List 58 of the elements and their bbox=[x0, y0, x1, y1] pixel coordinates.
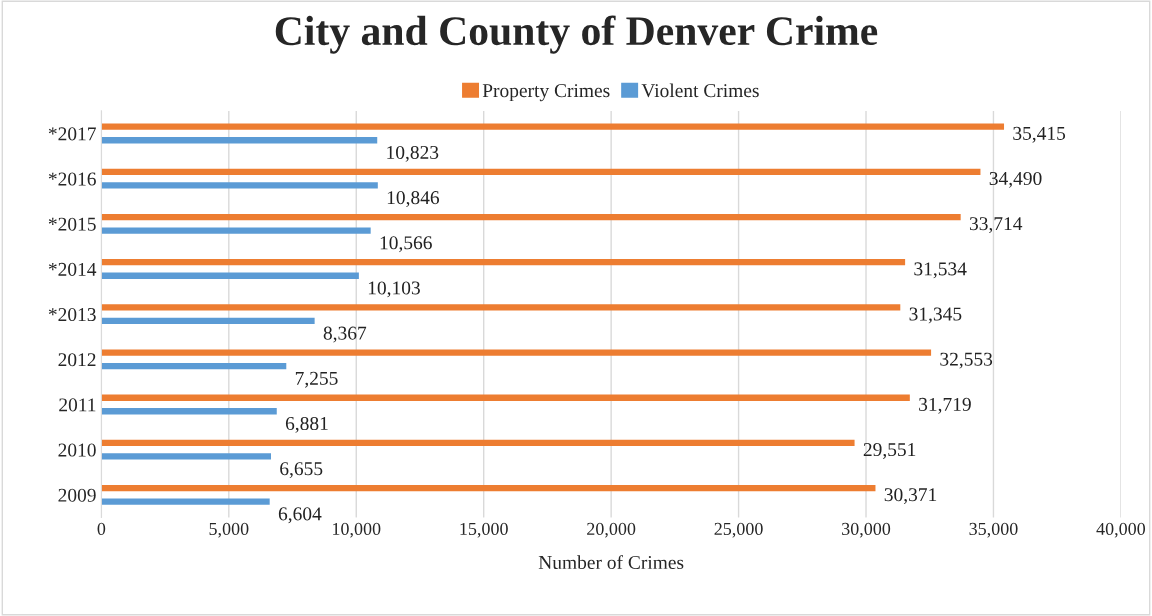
data-label: 33,714 bbox=[969, 217, 1023, 234]
bar bbox=[101, 213, 961, 221]
data-label: 10,846 bbox=[387, 191, 440, 207]
data-label: 35,415 bbox=[1013, 126, 1066, 143]
data-label: 6,881 bbox=[285, 416, 328, 433]
x-tick-label: 0 bbox=[97, 522, 106, 536]
bar bbox=[101, 484, 876, 492]
bar bbox=[101, 317, 315, 325]
y-tick-label: 2010 bbox=[58, 443, 96, 457]
y-tick-label: 2012 bbox=[58, 353, 96, 367]
x-tick-label: 20,000 bbox=[587, 522, 636, 538]
bar bbox=[101, 394, 910, 401]
y-tick-label: *2015 bbox=[48, 217, 96, 231]
bar bbox=[101, 182, 378, 189]
x-axis-title: Number of Crimes bbox=[538, 555, 684, 570]
bar bbox=[101, 272, 359, 279]
bar bbox=[101, 227, 371, 234]
legend-label: Violent Crimes bbox=[641, 83, 759, 98]
data-label: 29,551 bbox=[863, 443, 916, 459]
data-label: 10,823 bbox=[387, 145, 439, 162]
chart-title: City and County of Denver Crime bbox=[275, 15, 878, 54]
bar bbox=[101, 137, 378, 144]
legend-label: Property Crimes bbox=[482, 84, 610, 102]
y-tick-label: *2013 bbox=[48, 307, 96, 322]
data-label: 8,367 bbox=[323, 326, 367, 343]
bar bbox=[101, 498, 270, 505]
x-tick-label: 25,000 bbox=[714, 522, 763, 538]
data-label: 34,490 bbox=[989, 171, 1042, 188]
data-label: 31,345 bbox=[909, 307, 962, 324]
data-label: 31,719 bbox=[919, 397, 971, 414]
bar bbox=[101, 123, 1005, 130]
x-tick-label: 40,000 bbox=[1096, 522, 1146, 538]
y-tick-label: *2014 bbox=[48, 262, 97, 276]
bar bbox=[101, 349, 932, 356]
x-tick-label: 10,000 bbox=[333, 522, 381, 538]
x-tick-label: 15,000 bbox=[460, 522, 508, 538]
bar bbox=[101, 304, 901, 311]
bar bbox=[101, 362, 287, 370]
y-tick-label: *2016 bbox=[48, 172, 96, 186]
data-label: 10,103 bbox=[368, 281, 420, 298]
data-label: 30,371 bbox=[884, 488, 937, 505]
bar bbox=[101, 259, 906, 266]
y-tick-label: 2009 bbox=[58, 488, 96, 502]
data-label: 32,553 bbox=[940, 352, 993, 369]
bar bbox=[101, 168, 981, 176]
data-label: 7,255 bbox=[295, 371, 338, 388]
data-label: 6,655 bbox=[280, 462, 323, 479]
data-label: 31,534 bbox=[914, 262, 967, 279]
y-tick-label: *2017 bbox=[48, 127, 96, 141]
y-tick-label: 2011 bbox=[59, 398, 96, 412]
bar bbox=[101, 453, 271, 460]
bar bbox=[101, 408, 277, 415]
x-tick-label: 35,000 bbox=[969, 522, 1018, 538]
x-tick-label: 30,000 bbox=[842, 522, 891, 538]
x-tick-label: 5,000 bbox=[209, 522, 249, 538]
data-label: 10,566 bbox=[380, 236, 432, 253]
bar bbox=[101, 439, 855, 447]
data-label: 6,604 bbox=[278, 507, 322, 524]
